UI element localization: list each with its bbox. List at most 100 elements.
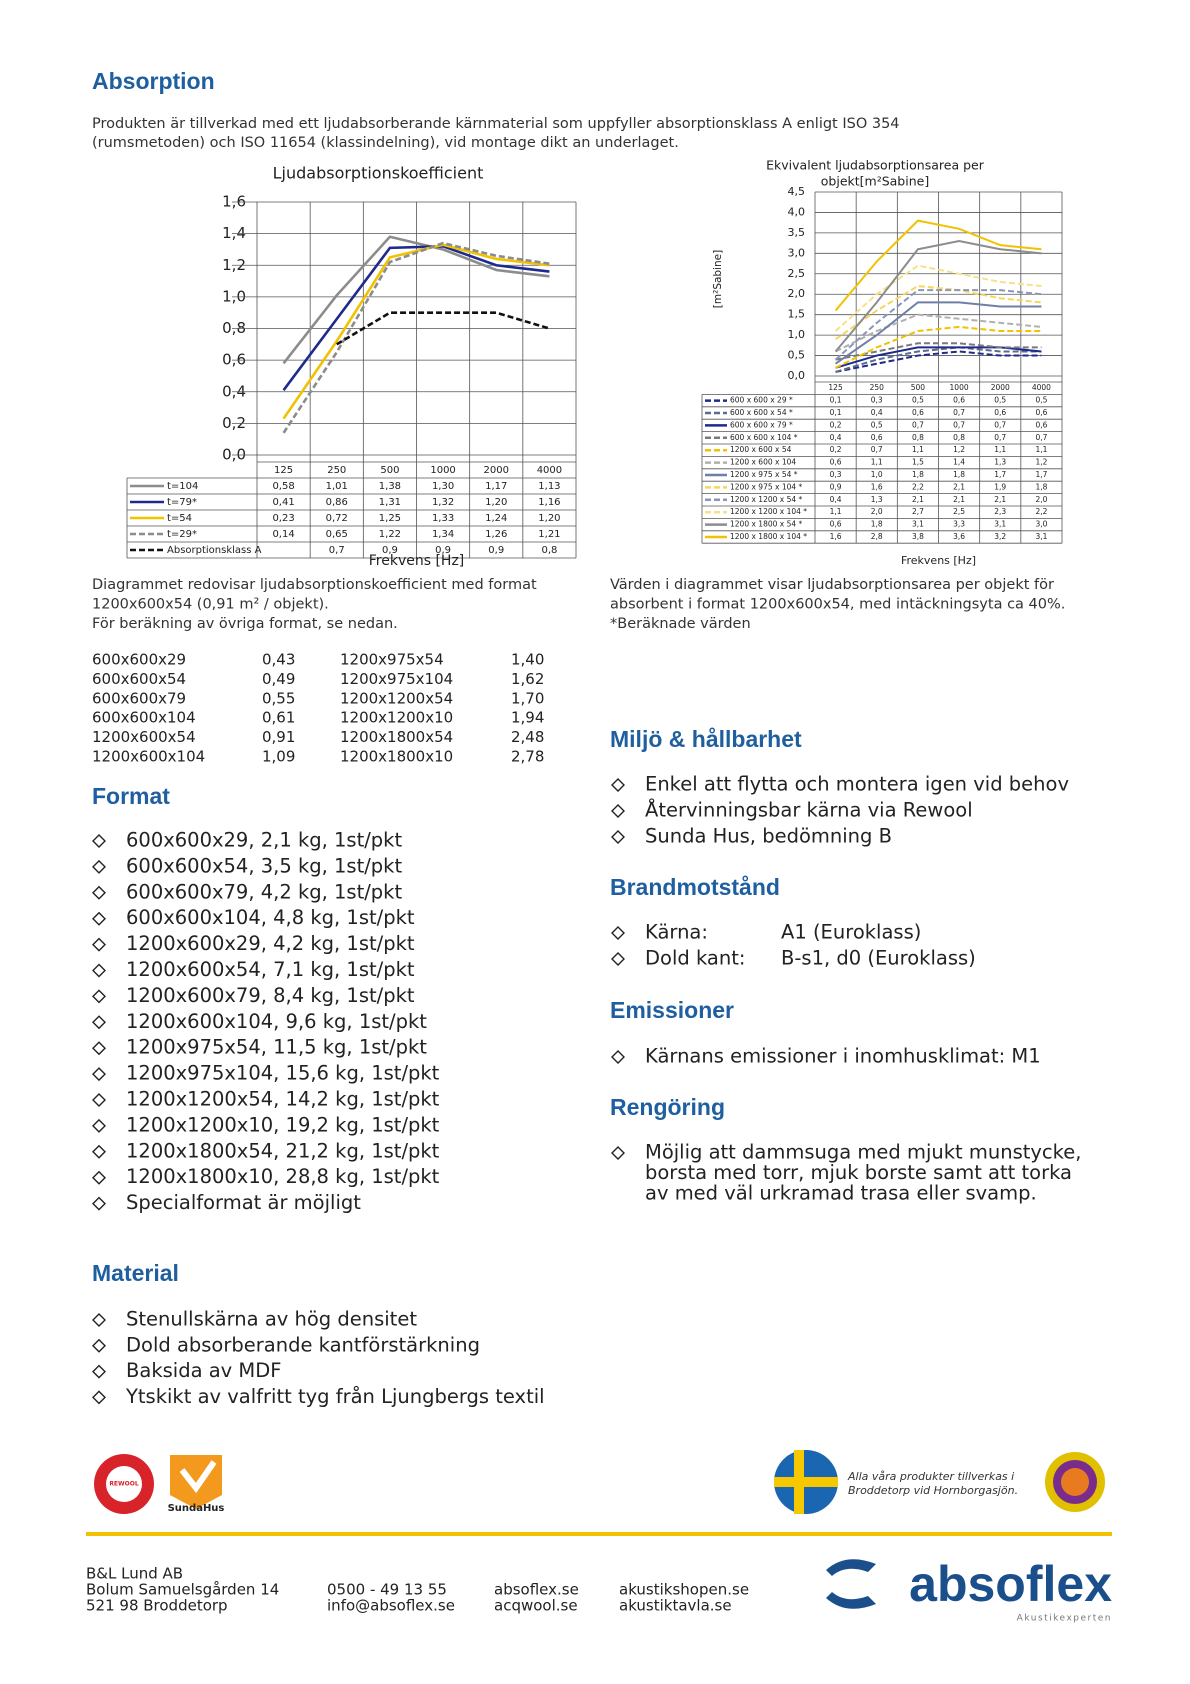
- data-label: 0,7: [994, 433, 1006, 442]
- chart-title: Ekvivalent ljudabsorptionsarea per: [766, 158, 985, 173]
- series-line: [282, 235, 550, 365]
- caption: Diagrammet redovisar ljudabsorptionskoef…: [92, 577, 537, 593]
- list-item: 1200x600x54, 7,1 kg, 1st/pkt: [126, 958, 415, 981]
- bullet: [92, 1170, 106, 1185]
- data-label: 2,2: [1035, 507, 1047, 516]
- list-item: Enkel att flytta och montera igen vid be…: [645, 773, 1069, 796]
- footer-text: akustikshopen.se: [619, 1581, 749, 1599]
- data-label: 1,24: [485, 513, 507, 524]
- y-tick-label: 3,5: [788, 226, 806, 239]
- footer-text: acqwool.se: [494, 1597, 578, 1615]
- y-tick-label: 0,4: [222, 382, 246, 400]
- data-label: 0,23: [272, 513, 294, 524]
- data-label: 1,13: [538, 481, 560, 492]
- data-label: 1,6: [871, 482, 883, 491]
- bullet: [611, 830, 625, 844]
- section-heading: Emissioner: [610, 997, 734, 1023]
- data-label: 0,65: [326, 529, 348, 540]
- legend-label: 1200 x 1800 x 54 *: [730, 520, 803, 529]
- emblem-core: [1061, 1468, 1089, 1496]
- list-item: 1200x975x104, 15,6 kg, 1st/pkt: [126, 1062, 440, 1085]
- footer-text: absoflex.se: [494, 1581, 579, 1599]
- data-label: 1,7: [994, 470, 1006, 479]
- data-label: 0,5: [1035, 396, 1047, 405]
- bullet: [92, 1364, 106, 1379]
- y-tick-label: 2,5: [788, 267, 806, 280]
- x-tick-label: 125: [828, 383, 843, 392]
- x-tick-label: 1000: [950, 383, 969, 392]
- data-label: 2,1: [953, 482, 965, 491]
- chart-title: Ljudabsorptionskoefficient: [273, 164, 484, 183]
- footer-text: 0500 - 49 13 55: [327, 1581, 447, 1599]
- data-label: 1,2: [1035, 458, 1047, 467]
- y-tick-label: 0,0: [788, 369, 806, 382]
- list-item: Specialformat är möjligt: [126, 1191, 361, 1214]
- series-line: [282, 243, 550, 420]
- caption: 1200x600x54 (0,91 m² / objekt).: [92, 597, 329, 613]
- series-line: [834, 264, 1042, 332]
- x-axis-label: Frekvens [Hz]: [369, 553, 465, 569]
- data-label: 1,9: [994, 482, 1006, 491]
- table-cell: 1200x1800x10: [340, 748, 453, 766]
- data-label: 1,20: [538, 513, 560, 524]
- footer-text: Bolum Samuelsgården 14: [86, 1581, 279, 1599]
- data-label: 0,6: [994, 408, 1006, 417]
- y-tick-label: 3,0: [788, 246, 806, 259]
- sundahus-text: SundaHus: [168, 1503, 225, 1514]
- data-label: 0,2: [830, 445, 842, 454]
- data-label: 1,3: [994, 458, 1006, 467]
- list-label: Dold kant:: [645, 947, 745, 970]
- y-tick-label: 1,2: [222, 256, 246, 274]
- section-heading: Miljö & hållbarhet: [610, 726, 802, 752]
- bullet: [92, 911, 106, 926]
- list-item: 600x600x54, 3,5 kg, 1st/pkt: [126, 854, 402, 877]
- list-label: Kärna:: [645, 921, 708, 944]
- list-item: Baksida av MDF: [126, 1359, 281, 1382]
- data-label: 1,8: [1035, 482, 1047, 491]
- bullet: [92, 1338, 106, 1353]
- data-label: 1,01: [326, 481, 348, 492]
- footer-text: B&L Lund AB: [86, 1565, 183, 1583]
- data-label: 1,31: [379, 497, 401, 508]
- legend-label: 600 x 600 x 54 *: [730, 408, 793, 417]
- table-cell: 0,49: [262, 670, 295, 688]
- data-label: 0,9: [830, 482, 842, 491]
- data-label: 1,22: [379, 529, 401, 540]
- data-label: 1,26: [485, 529, 507, 540]
- data-label: 0,58: [272, 481, 294, 492]
- caption: absorbent i format 1200x600x54, med intä…: [610, 597, 1065, 613]
- x-tick-label: 2000: [484, 465, 509, 476]
- table-cell: 600x600x104: [92, 709, 196, 727]
- table-cell: 2,48: [511, 728, 544, 746]
- data-label: 0,7: [329, 545, 345, 556]
- chart-title: objekt[m²Sabine]: [821, 174, 929, 189]
- y-tick-label: 4,0: [788, 205, 806, 218]
- bullet: [92, 1041, 106, 1056]
- sundahus-check: [179, 1460, 217, 1494]
- series-line: [336, 311, 550, 346]
- data-label: 0,6: [953, 396, 965, 405]
- x-tick-label: 250: [870, 383, 885, 392]
- bullet: [92, 963, 106, 978]
- data-label: 1,4: [953, 458, 965, 467]
- legend-label: 1200 x 975 x 54 *: [730, 470, 798, 479]
- bullet: [611, 804, 625, 818]
- data-label: 3,3: [953, 520, 965, 529]
- list-item: Stenullskärna av hög densitet: [126, 1308, 417, 1331]
- data-label: 0,3: [871, 396, 883, 405]
- section-heading: Brandmotstånd: [610, 874, 780, 900]
- list-item: 1200x1200x10, 19,2 kg, 1st/pkt: [126, 1113, 440, 1136]
- data-label: 0,6: [1035, 420, 1047, 429]
- data-label: 0,5: [871, 420, 883, 429]
- table-cell: 1200x975x54: [340, 651, 444, 669]
- series-line: [835, 325, 1042, 369]
- y-tick-label: 0,8: [222, 319, 246, 337]
- section-heading: Absorption: [92, 68, 215, 94]
- table-cell: 0,91: [262, 728, 295, 746]
- x-tick-label: 1000: [430, 465, 455, 476]
- data-label: 0,7: [953, 420, 965, 429]
- data-label: 0,8: [953, 433, 965, 442]
- list-item: Dold absorberande kantförstärkning: [126, 1333, 480, 1356]
- legend-label: t=54: [167, 513, 192, 524]
- data-label: 0,1: [830, 396, 842, 405]
